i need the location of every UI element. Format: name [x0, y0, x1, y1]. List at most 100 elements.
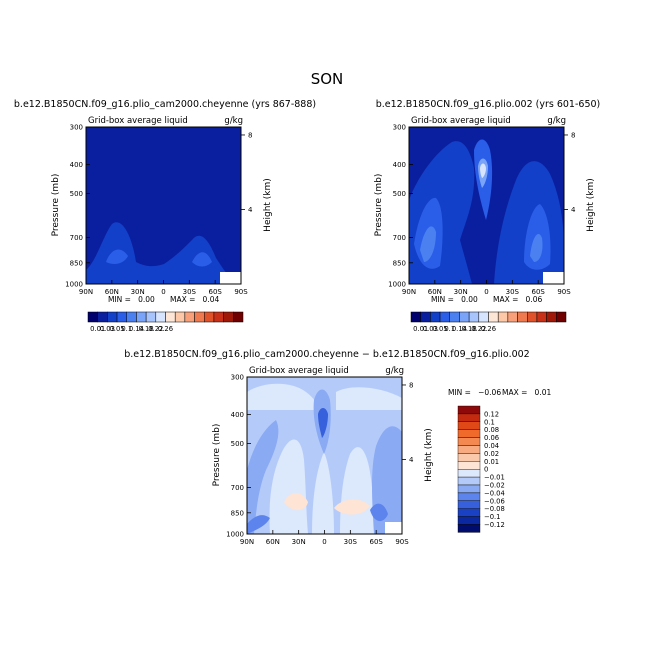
panel-3-ylabel: Pressure (mb) [212, 424, 222, 487]
colorbar-label: 0 [484, 466, 488, 474]
panel-2-convection-peak [480, 163, 486, 178]
panel-3-xtick-label: 60S [369, 538, 383, 546]
panel-1-subtitle: Grid-box average liquid [88, 116, 188, 126]
colorbar-label: −0.01 [484, 474, 505, 482]
panel-1-xtick-label: 90S [234, 288, 248, 296]
panel-3-x-ticks: 90N 60N 30N 0 30S 60S 90S [240, 530, 409, 546]
panel-2-rtick-label: 8 [571, 131, 575, 139]
panel-2-ylabel: Pressure (mb) [374, 174, 384, 237]
colorbar-swatch [87, 311, 98, 323]
panel-2-xtick-label: 30S [506, 288, 520, 296]
colorbar-label: 0.14 [452, 325, 467, 333]
colorbar-swatch [126, 311, 137, 323]
panel-3-units: g/kg [385, 366, 404, 376]
colorbar-swatch [478, 311, 489, 323]
colorbar-3: 0.120.10.080.060.040.020.010−0.01−0.02−0… [457, 405, 505, 533]
panel-1-ytick-label: 300 [70, 124, 83, 132]
colorbar-label: 0.26 [481, 325, 496, 333]
panel-2-right-ticks: 84 [564, 131, 576, 214]
panel-2-ytick-label: 300 [393, 124, 406, 132]
colorbar-swatch [457, 421, 481, 430]
panel-1-xtick-label: 30S [183, 288, 197, 296]
panel-3-negative-surface-sh [370, 503, 388, 522]
panel-1-y-ticks: 300 400 500 700 850 1000 [65, 124, 90, 289]
panel-3-max-label: MAX = 0.01 [502, 388, 551, 397]
panel-2-ytick-label: 700 [393, 234, 406, 242]
colorbar-swatch [449, 311, 460, 323]
colorbar-swatch [457, 492, 481, 501]
panel-1-x-ticks: 90N 60N 30N 0 30S 60S 90S [79, 280, 248, 296]
colorbar-swatch [155, 311, 166, 323]
colorbar-swatch [507, 311, 518, 323]
panel-2-rtick-label: 4 [571, 206, 576, 214]
colorbar-label: 0.04 [484, 442, 499, 450]
colorbar-label: 0.22 [471, 325, 486, 333]
colorbar-label: −0.06 [484, 497, 505, 505]
panel-2-min-label: MIN = 0.00 [431, 295, 478, 304]
panel-1-ytick-label: 400 [70, 161, 83, 169]
panel-2-xtick-label: 0 [484, 288, 488, 296]
panel-2-xtick-label: 90S [557, 288, 571, 296]
colorbar-label: 0.02 [484, 450, 499, 458]
panel-1-low-cloud-core-nh [106, 249, 128, 264]
colorbar-label: 0.1 [121, 325, 132, 333]
colorbar-swatch [497, 311, 509, 323]
panel-3-rtick-label: 8 [409, 381, 413, 389]
colorbar-swatch [457, 508, 481, 517]
panel-3-negative-surface-nh [247, 515, 270, 534]
colorbar-swatch [116, 311, 127, 323]
panel-3-near-zero-top-sh [336, 387, 402, 410]
panel-3-xtick-label: 90S [395, 538, 409, 546]
panel-3-negative-band-nh [247, 420, 279, 534]
panel-2-xtick-label: 60S [531, 288, 545, 296]
colorbar-swatch [430, 311, 441, 323]
colorbar-label: 0.01 [90, 325, 105, 333]
colorbar-label: −0.04 [484, 489, 505, 497]
colorbar-swatch [457, 476, 481, 486]
panel-1-rtick-label: 8 [248, 131, 252, 139]
colorbar-swatch [213, 311, 224, 323]
panel-2-title: b.e12.B1850CN.f09_g16.plio.002 (yrs 601-… [376, 99, 601, 110]
panel-1: b.e12.B1850CN.f09_g16.plio_cam2000.cheye… [14, 99, 316, 333]
colorbar-swatch [136, 311, 147, 323]
colorbar-label: 0.12 [484, 410, 499, 418]
colorbar-label: 0.26 [158, 325, 173, 333]
panel-2-ytick-label: 1000 [388, 281, 406, 289]
colorbar-label: 0.05 [109, 325, 124, 333]
panel-2-ytick-label: 400 [393, 161, 406, 169]
colorbar-label: 0.03 [423, 325, 438, 333]
colorbar-2: 0.010.030.050.10.140.180.220.26 [410, 311, 567, 333]
colorbar-swatch [165, 311, 176, 323]
colorbar-label: 0.1 [484, 418, 495, 426]
colorbar-label: 0.18 [462, 325, 477, 333]
panel-3-right-ticks: 84 [402, 381, 414, 464]
panel-1-xtick-label: 90N [79, 288, 93, 296]
panel-2-y-ticks: 300 400 500 700 850 1000 [388, 124, 413, 289]
colorbar-swatch [457, 469, 481, 478]
colorbar-swatch [457, 429, 481, 438]
panel-1-rtick-label: 4 [248, 206, 253, 214]
panel-1-low-cloud-region [86, 222, 241, 284]
panel-1-ytick-label: 700 [70, 234, 83, 242]
colorbar-swatch [457, 405, 481, 415]
panel-3-xtick-label: 0 [322, 538, 326, 546]
colorbar-label: 0.06 [484, 434, 499, 442]
colorbar-swatch [174, 311, 186, 323]
colorbar-swatch [457, 413, 481, 422]
panel-2-x-ticks: 90N 60N 30N 0 30S 60S 90S [402, 280, 571, 296]
colorbar-label: 0.01 [413, 325, 428, 333]
colorbar-label: 0.08 [484, 426, 499, 434]
colorbar-swatch [457, 461, 481, 470]
colorbar-swatch [556, 311, 567, 323]
panel-2-field [409, 127, 564, 284]
panel-2: b.e12.B1850CN.f09_g16.plio.002 (yrs 601-… [374, 99, 600, 333]
colorbar-label: 0.01 [484, 458, 499, 466]
panel-3-ytick-label: 500 [231, 440, 244, 448]
colorbar-label: −0.1 [484, 513, 501, 521]
colorbar-swatch [457, 524, 481, 533]
panel-3-xtick-label: 90N [240, 538, 254, 546]
panel-2-low-cloud-sh-core [530, 234, 543, 262]
panel-2-low-cloud-nh-core [420, 226, 436, 262]
colorbar-swatch [546, 311, 557, 323]
